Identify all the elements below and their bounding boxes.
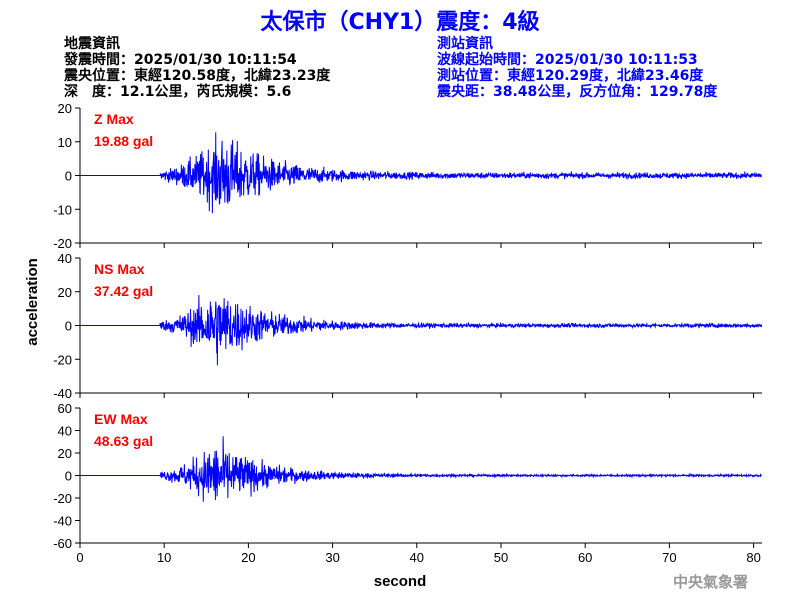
- x-tick-label: 30: [325, 550, 339, 565]
- max-value-Z: 19.88 gal: [94, 133, 153, 149]
- x-tick-label: 40: [410, 550, 424, 565]
- x-tick-label: 20: [241, 550, 255, 565]
- depth-magnitude: 深 度：12.1公里，芮氏規模：5.6: [64, 84, 292, 100]
- y-tick-label-EW: 20: [58, 446, 72, 461]
- agency-name: 中央氣象署: [672, 573, 748, 591]
- y-tick-label-Z: -10: [53, 202, 72, 217]
- epicenter-location: 震央位置：東經120.58度，北緯23.23度: [64, 68, 331, 84]
- y-tick-label-Z: 20: [58, 101, 72, 116]
- y-tick-label-NS: 0: [65, 319, 72, 334]
- waveform-NS: [80, 295, 763, 366]
- wave-start-time: 波線起始時間：2025/01/30 10:11:53: [437, 52, 698, 68]
- y-tick-label-EW: -60: [53, 536, 72, 551]
- y-tick-label-NS: 40: [58, 251, 72, 266]
- x-tick-label: 60: [578, 550, 592, 565]
- y-tick-label-EW: 0: [65, 469, 72, 484]
- x-tick-label: 0: [76, 550, 83, 565]
- y-tick-label-NS: -20: [53, 352, 72, 367]
- x-tick-label: 50: [494, 550, 508, 565]
- y-tick-label-EW: -20: [53, 491, 72, 506]
- x-axis-title: second: [374, 573, 427, 590]
- epicentral-distance: 震央距：38.48公里，反方位角：129.78度: [437, 84, 718, 100]
- y-tick-label-NS: 20: [58, 285, 72, 300]
- earthquake-info: 地震資訊 發震時間：2025/01/30 10:11:54 震央位置：東經120…: [64, 36, 330, 100]
- station-location: 測站位置：東經120.29度，北緯23.46度: [437, 68, 704, 84]
- y-tick-label-EW: -40: [53, 514, 72, 529]
- max-value-NS: 37.42 gal: [94, 283, 153, 299]
- waveform-Z: [80, 132, 762, 214]
- max-value-EW: 48.63 gal: [94, 433, 153, 449]
- y-tick-label-Z: 10: [58, 135, 72, 150]
- origin-time: 發震時間：2025/01/30 10:11:54: [64, 52, 297, 68]
- y-tick-label-EW: 60: [58, 401, 72, 416]
- station-info: 測站資訊 波線起始時間：2025/01/30 10:11:53 測站位置：東經1…: [437, 36, 717, 100]
- x-tick-label: 80: [746, 550, 760, 565]
- max-label-EW: EW Max: [94, 411, 148, 427]
- y-tick-label-Z: -20: [53, 236, 72, 251]
- max-label-Z: Z Max: [94, 111, 134, 127]
- station-info-heading: 測站資訊: [437, 36, 493, 52]
- y-axis-title: acceleration: [24, 258, 41, 346]
- max-label-NS: NS Max: [94, 261, 145, 277]
- y-tick-label-Z: 0: [65, 169, 72, 184]
- waveform-EW: [80, 436, 762, 502]
- x-tick-label: 10: [157, 550, 171, 565]
- chart-title: 太保市（CHY1）震度：4級: [260, 10, 540, 35]
- y-tick-label-NS: -40: [53, 386, 72, 401]
- earthquake-info-heading: 地震資訊: [64, 36, 120, 52]
- y-tick-label-EW: 40: [58, 424, 72, 439]
- x-tick-label: 70: [662, 550, 676, 565]
